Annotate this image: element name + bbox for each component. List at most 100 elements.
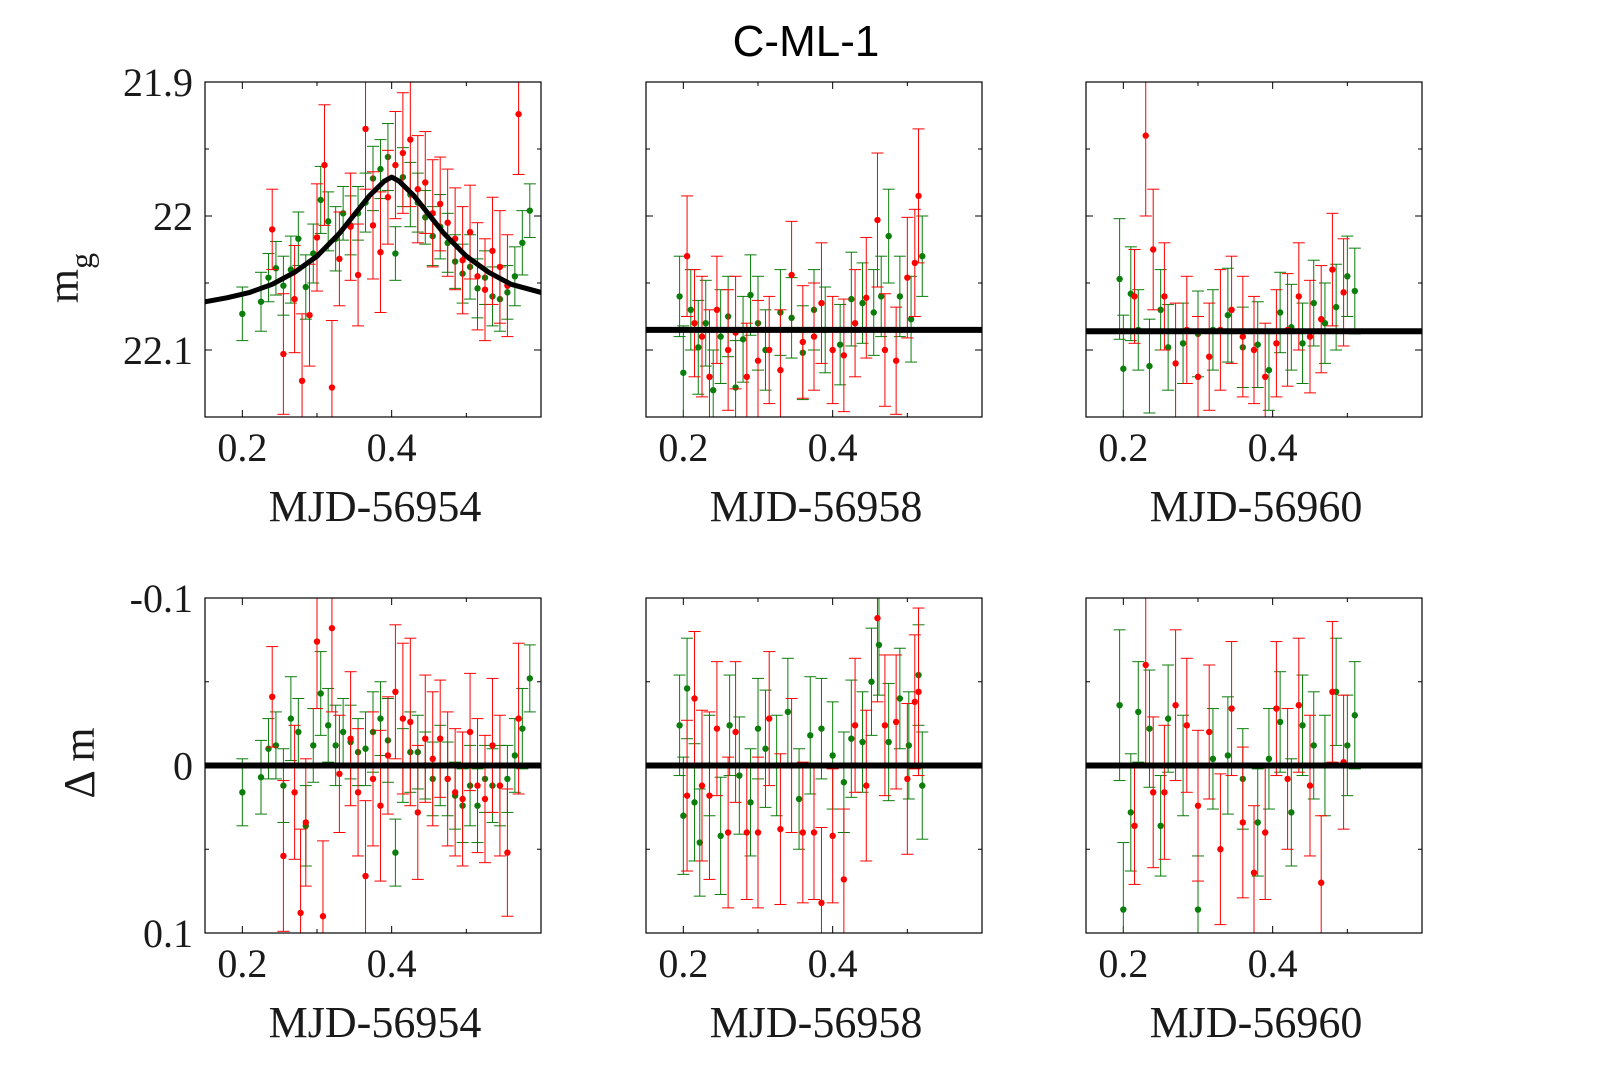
ylabel-bottom-text: Δ m <box>55 727 104 798</box>
point-marker <box>892 718 900 726</box>
point-marker <box>466 728 474 736</box>
data-point <box>277 780 290 932</box>
data-point <box>479 238 491 342</box>
point-marker <box>1295 293 1303 300</box>
data-point <box>1326 212 1339 327</box>
point-marker <box>414 186 421 193</box>
data-point <box>512 82 525 175</box>
point-marker <box>297 909 304 917</box>
point-marker <box>1150 789 1157 796</box>
data-point <box>815 242 828 364</box>
data-point <box>1162 664 1175 773</box>
point-marker <box>504 775 511 783</box>
data-point <box>456 731 469 867</box>
point-marker <box>743 829 750 836</box>
data-point <box>860 236 873 359</box>
point-marker <box>1273 340 1280 347</box>
data-point <box>774 753 787 906</box>
data-point <box>404 82 417 208</box>
point-marker <box>287 715 295 722</box>
point-marker <box>1179 340 1187 347</box>
point-marker <box>726 722 733 729</box>
data-point <box>299 758 312 887</box>
point-marker <box>429 755 436 762</box>
point-marker <box>511 273 519 280</box>
xtick-label: 0.2 <box>658 941 708 986</box>
data-point <box>901 216 914 339</box>
point-marker <box>317 690 324 697</box>
ytick-label: 0 <box>173 744 193 789</box>
data-point <box>808 282 820 391</box>
data-point <box>262 253 275 303</box>
ytick-label: 22.1 <box>123 328 193 373</box>
data-point <box>1281 708 1294 850</box>
data-point <box>1292 637 1305 773</box>
point-marker <box>437 200 444 208</box>
point-marker <box>1161 789 1168 796</box>
data-point <box>434 679 447 798</box>
point-marker <box>392 250 399 257</box>
point-marker <box>1250 346 1258 354</box>
xtick-label: 0.4 <box>808 425 858 470</box>
point-marker <box>1329 266 1336 273</box>
point-marker <box>1206 728 1213 736</box>
point-marker <box>310 742 317 749</box>
point-marker <box>1150 246 1157 253</box>
data-point <box>1147 716 1160 869</box>
data-point <box>389 818 402 887</box>
data-point <box>714 776 727 895</box>
point-marker <box>1183 722 1191 729</box>
point-marker <box>1284 775 1291 783</box>
point-marker <box>878 293 885 300</box>
data-point <box>493 210 506 324</box>
point-marker <box>1262 373 1269 380</box>
point-marker <box>313 638 321 645</box>
xlabel: MJD-56960 <box>1150 998 1363 1047</box>
point-marker <box>272 265 280 272</box>
data-point <box>723 674 736 777</box>
point-marker <box>1135 708 1142 716</box>
point-marker <box>915 688 922 695</box>
data-point <box>284 676 297 761</box>
data-point <box>912 128 925 264</box>
point-marker <box>1194 802 1202 809</box>
xlabel: MJD-56954 <box>269 482 482 531</box>
data-point <box>740 322 753 417</box>
plot-area <box>205 82 541 417</box>
xlabel: MJD-56960 <box>1150 482 1363 531</box>
data-point <box>1203 302 1216 411</box>
point-marker <box>1142 661 1149 669</box>
data-point <box>333 211 346 307</box>
data-point <box>699 279 712 367</box>
data-point <box>1251 768 1264 877</box>
data-point <box>729 661 742 803</box>
data-point <box>359 800 372 933</box>
point-marker <box>280 282 287 289</box>
point-marker <box>1209 755 1217 762</box>
data-point <box>296 313 309 417</box>
point-marker <box>874 216 881 224</box>
point-marker <box>687 306 694 313</box>
point-marker <box>377 715 384 722</box>
data-point <box>255 271 267 332</box>
data-point <box>688 269 701 378</box>
point-marker <box>1321 320 1329 327</box>
point-marker <box>1217 846 1224 853</box>
point-marker <box>743 373 750 380</box>
point-marker <box>504 849 511 856</box>
data-point <box>352 728 365 857</box>
point-marker <box>269 693 276 701</box>
data-point <box>266 646 279 748</box>
data-point <box>865 627 878 736</box>
data-point <box>1259 322 1272 417</box>
point-marker <box>1131 293 1138 300</box>
point-marker <box>451 789 459 796</box>
point-marker <box>863 782 870 789</box>
data-point <box>464 184 477 280</box>
data-point <box>849 269 862 378</box>
point-marker <box>905 742 913 749</box>
data-point <box>471 222 484 331</box>
data-point <box>696 275 708 398</box>
point-marker <box>706 792 713 799</box>
